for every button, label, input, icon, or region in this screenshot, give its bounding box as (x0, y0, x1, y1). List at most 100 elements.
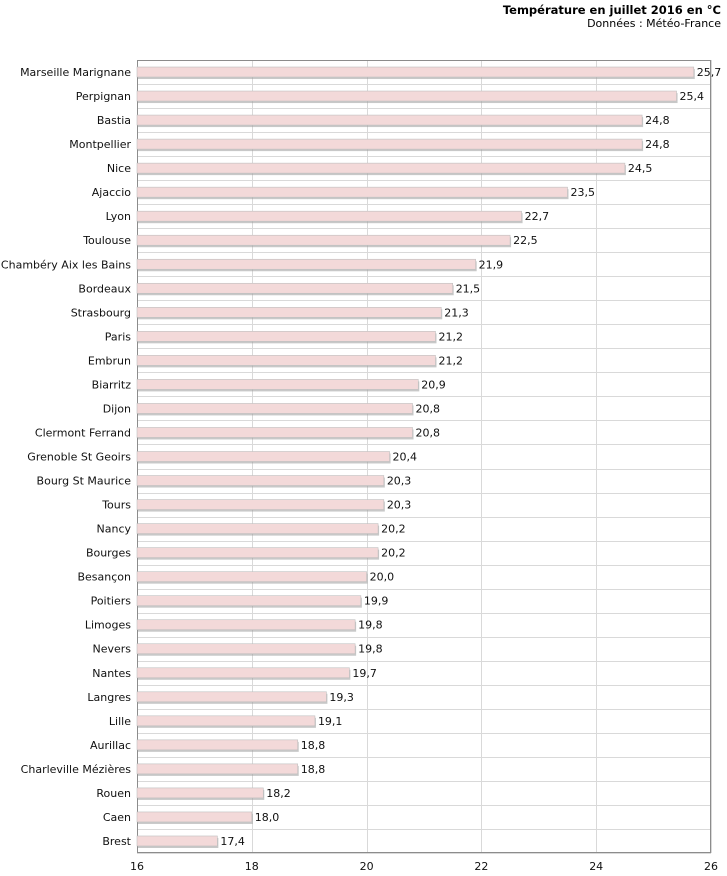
value-label: 18,8 (301, 763, 326, 776)
bar (136, 331, 436, 342)
bar (136, 427, 413, 438)
category-label: Nice (107, 162, 131, 175)
category-label: Aurillac (90, 739, 131, 752)
bar (136, 571, 367, 582)
category-label: Langres (87, 691, 131, 704)
value-label: 20,2 (381, 547, 406, 560)
x-tick-label: 16 (130, 860, 144, 873)
bar (136, 234, 511, 246)
value-label: 19,1 (318, 715, 343, 728)
bar (136, 307, 442, 318)
bar (136, 379, 419, 390)
value-label: 20,8 (416, 426, 441, 439)
bar (136, 162, 626, 174)
value-label: 21,2 (438, 330, 463, 343)
category-label: Toulouse (82, 234, 131, 247)
value-label: 23,5 (571, 186, 596, 199)
bar (136, 619, 356, 631)
bar (136, 90, 677, 102)
bar (136, 210, 522, 222)
category-label: Nancy (97, 523, 132, 536)
category-label: Marseille Marignane (20, 66, 131, 79)
bar (136, 691, 327, 703)
value-label: 20,2 (381, 523, 406, 536)
category-label: Caen (103, 811, 131, 824)
value-label: 20,3 (387, 499, 412, 512)
category-label: Montpellier (69, 138, 131, 151)
bar (136, 811, 253, 823)
value-label: 18,2 (266, 787, 291, 800)
x-tick-label: 20 (360, 860, 374, 873)
bar (136, 787, 264, 799)
value-label: 22,5 (513, 234, 538, 247)
category-label: Charleville Mézières (21, 763, 132, 776)
bars-layer (136, 66, 695, 848)
value-label: 24,5 (628, 162, 653, 175)
category-label: Nevers (92, 643, 131, 656)
value-label: 19,9 (364, 595, 389, 608)
bar (136, 547, 379, 558)
value-label: 20,4 (393, 451, 418, 464)
x-tick-label: 26 (704, 860, 718, 873)
bar (136, 595, 362, 606)
value-label: 18,8 (301, 739, 326, 752)
bar (136, 186, 568, 198)
bar (136, 475, 385, 486)
category-label: Biarritz (92, 378, 132, 391)
category-label: Brest (102, 835, 131, 848)
category-label: Perpignan (76, 90, 131, 103)
bar (136, 715, 316, 727)
category-label: Lille (109, 715, 131, 728)
bar (136, 499, 385, 510)
category-label: Embrun (88, 354, 131, 367)
value-label: 21,2 (438, 354, 463, 367)
value-label: 22,7 (525, 210, 550, 223)
category-label: Clermont Ferrand (35, 426, 131, 439)
bar (136, 114, 643, 126)
category-label: Bourg St Maurice (37, 475, 132, 488)
bar (136, 667, 350, 679)
value-label: 24,8 (645, 114, 670, 127)
bar (136, 403, 413, 414)
category-label: Lyon (106, 210, 131, 223)
category-label: Rouen (96, 787, 131, 800)
chart-subtitle: Données : Météo-France (587, 17, 721, 30)
category-label: Poitiers (91, 595, 132, 608)
x-tick-label: 24 (589, 860, 603, 873)
value-label: 21,3 (444, 306, 469, 319)
value-label: 19,8 (358, 643, 383, 656)
category-label: Dijon (103, 402, 131, 415)
category-label: Nantes (92, 667, 131, 680)
category-label: Paris (105, 330, 131, 343)
value-label: 20,3 (387, 475, 412, 488)
bar (136, 66, 695, 78)
bar (136, 835, 218, 847)
value-label: 19,7 (352, 667, 377, 680)
value-label: 24,8 (645, 138, 670, 151)
value-label: 18,0 (255, 811, 279, 824)
bar (136, 258, 476, 270)
category-label: Tours (101, 499, 131, 512)
value-label: 25,7 (697, 66, 722, 79)
labels-layer: Marseille Marignane 25,7 Perpignan 25,4 Bast… (1, 66, 721, 848)
value-label: 25,4 (680, 90, 705, 103)
category-label: Grenoble St Geoirs (27, 451, 131, 464)
category-label: Bastia (97, 114, 131, 127)
bar (136, 763, 299, 775)
x-tick-label: 18 (245, 860, 259, 873)
value-label: 20,8 (416, 402, 441, 415)
bar (136, 451, 390, 462)
x-axis-ticks: 16 18 20 22 24 26 (130, 860, 718, 873)
value-label: 20,9 (421, 378, 446, 391)
category-label: Besançon (77, 571, 131, 584)
value-label: 19,8 (358, 619, 383, 632)
value-label: 21,9 (479, 258, 504, 271)
x-tick-label: 22 (474, 860, 488, 873)
category-label: Limoges (85, 619, 131, 632)
value-label: 20,0 (370, 571, 395, 584)
bar (136, 138, 643, 150)
value-label: 21,5 (456, 282, 481, 295)
bar (136, 643, 356, 655)
category-label: Bourges (86, 547, 131, 560)
